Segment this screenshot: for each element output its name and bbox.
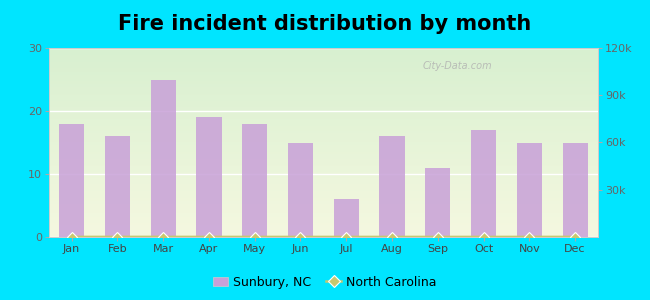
Bar	[333, 199, 359, 237]
Bar	[59, 124, 84, 237]
Bar	[562, 142, 588, 237]
Legend: Sunbury, NC, North Carolina: Sunbury, NC, North Carolina	[208, 271, 442, 294]
Bar	[471, 130, 496, 237]
Bar	[151, 80, 176, 237]
Text: City-Data.com: City-Data.com	[422, 61, 492, 71]
Text: Fire incident distribution by month: Fire incident distribution by month	[118, 14, 532, 34]
Bar	[380, 136, 404, 237]
Bar	[105, 136, 130, 237]
Bar	[288, 142, 313, 237]
Bar	[196, 117, 222, 237]
Bar	[517, 142, 542, 237]
Bar	[425, 168, 450, 237]
Bar	[242, 124, 267, 237]
